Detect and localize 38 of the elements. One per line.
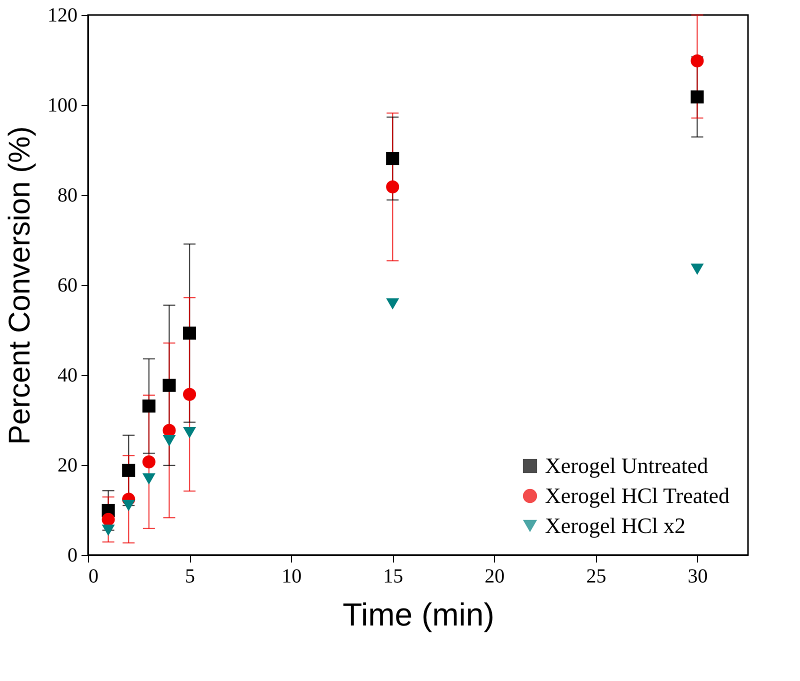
point — [386, 298, 400, 310]
y-axis-title: Percent Conversion (%) — [4, 126, 36, 445]
point — [162, 435, 176, 446]
point — [162, 424, 176, 437]
x-axis-title: Time (min) — [342, 596, 494, 632]
point — [122, 500, 136, 512]
point — [183, 326, 196, 340]
point — [183, 426, 196, 438]
point — [183, 388, 196, 401]
x-tick-label: 10 — [282, 566, 302, 588]
x-tick-label: 0 — [88, 566, 98, 588]
y-tick-label: 40 — [58, 364, 78, 386]
point — [142, 400, 156, 413]
point — [142, 473, 156, 485]
point — [102, 524, 115, 536]
x-tick-label: 25 — [586, 566, 606, 588]
point — [142, 455, 156, 468]
x-tick-label: 30 — [688, 566, 708, 588]
point — [102, 512, 115, 526]
y-tick-label: 20 — [58, 454, 78, 476]
y-tick-label: 120 — [48, 4, 78, 26]
x-tick-label: 15 — [383, 566, 404, 588]
y-tick-label: 100 — [48, 94, 78, 116]
point — [162, 378, 176, 392]
legend-label: Xerogel Untreated — [545, 453, 708, 478]
point — [122, 464, 136, 477]
point — [690, 54, 704, 68]
y-tick-label: 0 — [68, 544, 78, 566]
x-tick-label: 20 — [484, 566, 505, 588]
point — [386, 152, 400, 166]
legend-label: Xerogel HCl x2 — [545, 513, 686, 538]
y-tick-label: 60 — [58, 274, 78, 296]
point — [386, 180, 400, 194]
point — [690, 90, 704, 104]
y-tick-label: 80 — [58, 184, 78, 206]
x-tick-label: 5 — [185, 566, 196, 588]
legend-label: Xerogel HCl Treated — [545, 483, 730, 508]
point — [690, 264, 704, 275]
